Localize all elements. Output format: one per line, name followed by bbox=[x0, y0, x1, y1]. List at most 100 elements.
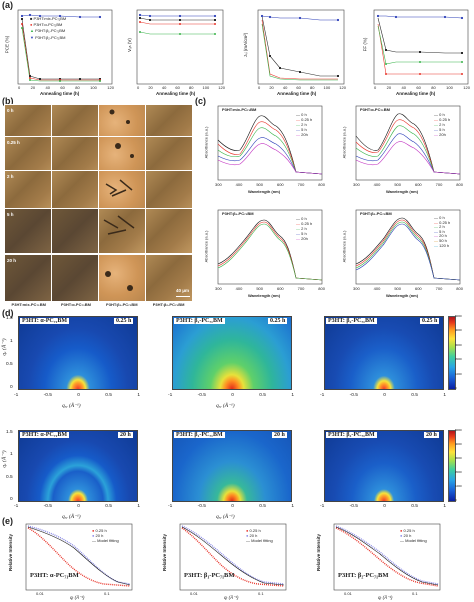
scale-bar bbox=[176, 296, 190, 297]
giwaxs-title-6: P3HT: β₂-PC₇₁BM bbox=[326, 432, 377, 438]
abs-plot3-xticks: 300 400 500 600 700 800 bbox=[215, 286, 325, 291]
giwaxs-title-3: P3HT: β₂-PC₇₁BM bbox=[326, 318, 377, 324]
abs-plot3-legend: — 0 h — 0.25 h — 2 h — 5 h — 20h bbox=[296, 216, 313, 241]
jsc-xlabel: Annealing time (h) bbox=[277, 91, 317, 96]
crystal-features bbox=[103, 109, 135, 291]
abs-plot2-xticks: 300 400 500 600 700 800 bbox=[353, 182, 463, 187]
pce-xticks: 0 20 40 60 80 100 120 bbox=[18, 85, 114, 90]
saxs-xtick-3a: 0.01 bbox=[344, 591, 352, 596]
row-label-3: 5 h bbox=[7, 212, 14, 217]
giwaxs-xlabel-1: qₓᵧ (Å⁻¹) bbox=[62, 403, 81, 409]
pce-plot bbox=[17, 9, 113, 85]
jsc-xticks: 0 20 40 60 80 100 120 bbox=[258, 85, 346, 90]
panel-c-label: (c) bbox=[195, 96, 206, 106]
saxs-xlabel-1: qᵣ (Å⁻¹) bbox=[70, 595, 85, 600]
giwaxs-xticks-5: -1 -0.5 0 0.5 1 bbox=[168, 504, 294, 509]
voc-plot bbox=[136, 9, 224, 85]
micrograph bbox=[51, 254, 99, 302]
giwaxs-title-4: P3HT: α-PC₇₁BM bbox=[20, 432, 69, 438]
micrograph bbox=[51, 208, 99, 254]
abs-plot3-xlabel: Wavelength (nm) bbox=[248, 293, 281, 298]
saxs-xtick-2a: 0.01 bbox=[190, 591, 198, 596]
panel-d-label: (d) bbox=[2, 308, 14, 318]
scale-bar-label: 40 μm bbox=[176, 288, 190, 293]
pce-ylabel: PCE (%) bbox=[4, 35, 10, 54]
abs-plot4-xticks: 300 400 500 600 700 800 bbox=[353, 286, 463, 291]
legend-beta1: ▲ P3HT:β₁-PC₇₁BM bbox=[30, 28, 66, 34]
saxs-legend-2: ● 0.25 h ● 20 h — Model fitting bbox=[246, 528, 273, 543]
abs-plot3-ylabel: Absorbance (a.u.) bbox=[203, 230, 209, 263]
colorbar-row2-ticks: 5000 4000 3000 2000 1000 0 bbox=[455, 428, 462, 502]
legend-alpha: ● P3HT:α-PC₇₁BM bbox=[30, 22, 63, 28]
ff-xticks: 0 20 40 60 80 100 120 bbox=[374, 85, 470, 90]
saxs-title-1: P3HT: α-PC₇₁BM bbox=[30, 572, 79, 579]
abs-plot2-ylabel: Absorbance (a.u.) bbox=[341, 126, 347, 159]
row-label-4: 20 h bbox=[7, 258, 17, 263]
voc-ylabel: Vₒₕ (V) bbox=[126, 38, 132, 52]
giwaxs-xticks-6: -1 -0.5 0 0.5 1 bbox=[320, 504, 446, 509]
ff-ylabel: FF (%) bbox=[362, 37, 368, 52]
giwaxs-title-2: P3HT: β₁-PC₇₁BM bbox=[174, 318, 225, 324]
giwaxs-panel-6 bbox=[324, 430, 444, 502]
abs-plot1-title: P3HT:mix-PC₇₁BM bbox=[222, 107, 257, 112]
giwaxs-panel-4 bbox=[18, 430, 138, 502]
panel-b-label: (b) bbox=[2, 96, 14, 106]
giwaxs-time-1: 0.25 h bbox=[114, 318, 134, 324]
saxs-ylabel-3: Relative Intensity bbox=[316, 533, 322, 572]
giwaxs-panel-3 bbox=[324, 316, 444, 390]
panel-a-label: (a) bbox=[2, 0, 13, 10]
saxs-ylabel-1: Relative Intensity bbox=[8, 533, 14, 572]
giwaxs-xticks-3: -1 -0.5 0 0.5 1 bbox=[320, 393, 446, 398]
abs-plot4-title: P3HT:β₂-PC₇₁BM bbox=[360, 211, 392, 216]
voc-xlabel: Annealing time (h) bbox=[156, 91, 196, 96]
giwaxs-time-6: 20 h bbox=[424, 432, 439, 438]
abs-plot1-xlabel: Wavelength (nm) bbox=[248, 189, 281, 194]
saxs-title-2: P3HT: β₁-PC₇₁BM bbox=[184, 572, 235, 579]
ff-plot bbox=[373, 9, 469, 85]
abs-plot4-xlabel: Wavelength (nm) bbox=[386, 293, 419, 298]
saxs-xtick-1b: 0.1 bbox=[104, 591, 110, 596]
abs-plot2-xlabel: Wavelength (nm) bbox=[386, 189, 419, 194]
jsc-plot bbox=[257, 9, 345, 85]
colorbar-row1 bbox=[448, 316, 456, 390]
giwaxs-title-5: P3HT: β₁-PC₇₁BM bbox=[174, 432, 225, 438]
giwaxs-xlabel-5: qₓᵧ (Å⁻¹) bbox=[216, 514, 235, 520]
giwaxs-time-2: 0.25 h bbox=[268, 318, 288, 324]
micrograph bbox=[4, 254, 52, 302]
micrograph-grid: 0 h 0.25 h 2 h 5 h 20 h 40 μm bbox=[4, 104, 193, 324]
abs-plot2-title: P3HT:α-PC₇₁BM bbox=[360, 107, 390, 112]
saxs-title-3: P3HT: β₂-PC₇₁BM bbox=[338, 572, 389, 579]
panel-a-charts bbox=[17, 9, 469, 85]
panel-e-label: (e) bbox=[2, 516, 13, 526]
giwaxs-yticks-row1: 1.5 1 0.5 0 bbox=[6, 316, 13, 390]
giwaxs-panel-5 bbox=[172, 430, 292, 502]
abs-plot4-legend: — 0 h — 0.25 h — 2 h — 5 h — 20 h — 50 h… bbox=[434, 215, 451, 248]
giwaxs-title-1: P3HT: α-PC₇₁BM bbox=[20, 318, 69, 324]
saxs-xlabel-2: qᵣ (Å⁻¹) bbox=[224, 595, 239, 600]
pce-legend: ■ P3HT:mix-PC₇₁BM ● P3HT:α-PC₇₁BM ▲ P3HT… bbox=[30, 16, 66, 41]
saxs-xtick-1a: 0.01 bbox=[36, 591, 44, 596]
abs-plot1-xticks: 300 400 500 600 700 800 bbox=[215, 182, 325, 187]
colorbar-row2 bbox=[448, 430, 456, 502]
abs-plot4-ylabel: Absorbance (a.u.) bbox=[341, 230, 347, 263]
legend-beta2: ▼ P3HT:β₂-PC₇₁BM bbox=[30, 34, 66, 40]
saxs-xlabel-3: qᵣ (Å⁻¹) bbox=[378, 595, 393, 600]
giwaxs-xlabel-4: qₓᵧ (Å⁻¹) bbox=[62, 514, 81, 520]
saxs-legend-3: ● 0.25 h ● 20 h — Model fitting bbox=[400, 528, 427, 543]
legend-mix: ■ P3HT:mix-PC₇₁BM bbox=[30, 16, 67, 21]
giwaxs-xticks-1: -1 -0.5 0 0.5 1 bbox=[14, 393, 140, 398]
row-label-1: 0.25 h bbox=[7, 140, 20, 145]
pce-xlabel: Annealing time (h) bbox=[40, 91, 80, 96]
abs-plot1-ylabel: Absorbance (a.u.) bbox=[203, 126, 209, 159]
giwaxs-xticks-2: -1 -0.5 0 0.5 1 bbox=[168, 393, 294, 398]
abs-plot1-legend: — 0 h — 0.25 h — 2 h — 5 h — 20h bbox=[296, 112, 313, 137]
micrograph bbox=[145, 208, 193, 254]
giwaxs-yticks-row2: 1.5 1 0.5 0 bbox=[6, 430, 13, 502]
saxs-xtick-2b: 0.1 bbox=[258, 591, 264, 596]
saxs-xtick-3b: 0.1 bbox=[412, 591, 418, 596]
micrograph bbox=[145, 254, 193, 302]
saxs-legend-1: ● 0.25 h ● 20 h — Model fitting bbox=[92, 528, 119, 543]
giwaxs-panel-2 bbox=[172, 316, 292, 390]
giwaxs-panel-1 bbox=[18, 316, 138, 390]
ff-xlabel: Annealing time (h) bbox=[396, 91, 436, 96]
